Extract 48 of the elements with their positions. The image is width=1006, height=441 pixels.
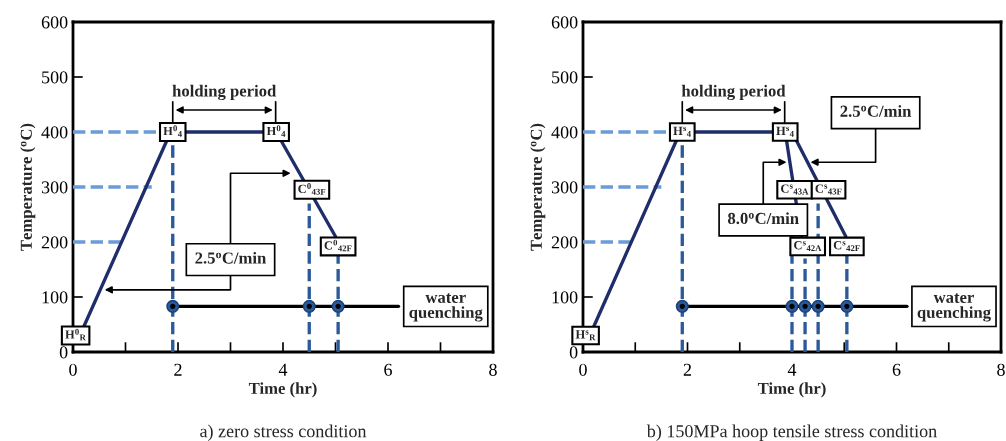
annotation: C$^{s}$$_{42F}$ [833, 241, 860, 252]
annotation: H$^{s}$$_{4}$ [673, 126, 691, 137]
x-tick-label: 0 [579, 363, 587, 376]
y-tick-label: 600 [41, 16, 68, 29]
annotation: C$^{s}$$_{43A}$ [781, 184, 809, 195]
annotation: C$^{s}$$_{42A}$ [794, 241, 822, 252]
y-tick-label: 500 [42, 71, 68, 84]
x-tick-label: 4 [787, 363, 797, 376]
text: b) 150MPa hoop tensile stress condition [646, 424, 937, 441]
annotation: H$^{0}$$_{4}$ [266, 125, 286, 137]
y-tick-label: 400 [41, 126, 68, 139]
annotation: H$^{s}$$_{R}$ [575, 330, 596, 341]
annotation: holding period [681, 84, 786, 101]
annotation: holding period [172, 84, 277, 101]
y-axis-title: Temperature ($^{o}$C) [530, 123, 546, 251]
x-tick-label: 8 [489, 363, 497, 376]
x-tick-label: 6 [892, 363, 901, 376]
annotation: C$^{0}$$_{43F}$ [298, 183, 326, 195]
y-tick-label: 0 [569, 346, 578, 359]
y-tick-label: 500 [552, 71, 578, 84]
y-tick-label: 0 [59, 346, 68, 359]
x-tick-label: 6 [384, 363, 392, 376]
text: a) zero stress condition [200, 424, 367, 441]
x-tick-label: 2 [174, 363, 182, 376]
annotation: 2.5$^{o}$C/min [195, 251, 267, 264]
y-tick-label: 300 [551, 181, 578, 194]
y-axis-title: Temperature ($^{o}$C) [20, 123, 36, 251]
y-tick-label: 100 [42, 291, 68, 304]
y-tick-label: 200 [551, 236, 578, 249]
annotation: C$^{0}$$_{42F}$ [324, 239, 352, 252]
y-tick-label: 100 [552, 291, 578, 304]
annotation: 2.5$^{o}$C/min [840, 105, 912, 117]
x-axis-title: Time (hr) [757, 382, 826, 398]
annotation: H$^{0}$$_{R}$ [65, 328, 86, 341]
x-tick-label: 4 [278, 363, 288, 376]
y-tick-label: 400 [551, 126, 578, 139]
annotation: H$^{s}$$_{4}$ [776, 126, 794, 137]
x-tick-label: 0 [69, 363, 77, 376]
x-tick-label: 8 [997, 363, 1005, 376]
x-tick-label: 2 [683, 363, 692, 376]
annotation: 8.0$^{o}$C/min [727, 212, 799, 225]
y-tick-label: 200 [41, 236, 68, 249]
annotation: C$^{s}$$_{43F}$ [815, 184, 842, 195]
y-tick-label: 300 [41, 181, 68, 194]
y-tick-label: 600 [551, 16, 578, 29]
annotation: water quenching [409, 293, 483, 322]
x-axis-title: Time (hr) [248, 382, 317, 398]
annotation: water quenching [917, 293, 991, 322]
